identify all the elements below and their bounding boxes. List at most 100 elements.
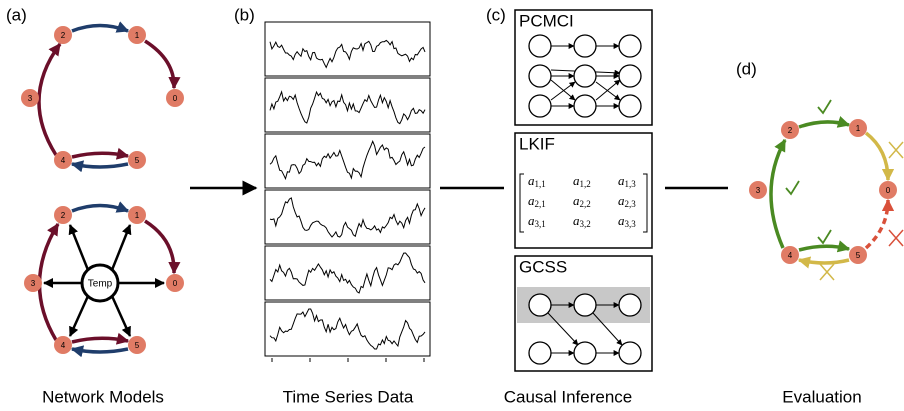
evaluation-network xyxy=(769,99,904,281)
node xyxy=(128,206,146,224)
matrix-symbol: a xyxy=(573,193,580,208)
matrix-entry: a3,3 xyxy=(618,213,636,229)
network-bottom: Temp xyxy=(37,201,181,358)
node xyxy=(128,336,146,354)
matrix-entry: a2,3 xyxy=(618,193,636,209)
node-label: 5 xyxy=(856,251,861,260)
caption: Time Series Data xyxy=(283,387,414,406)
caption: Evaluation xyxy=(782,387,861,406)
node-label: 4 xyxy=(61,156,66,165)
lkif-matrix: a1,1 a1,2 a1,3a2,1 a2,2 a2,3a3,1 a3,2 a3,3 xyxy=(528,173,636,229)
node-label: 3 xyxy=(31,279,36,288)
matrix-subscript: 2,3 xyxy=(625,199,637,209)
node xyxy=(849,246,867,264)
graph-node xyxy=(528,94,552,118)
method-name: PCMCI xyxy=(519,11,574,30)
matrix-symbol: a xyxy=(528,173,535,188)
series-line xyxy=(269,197,426,238)
nodes: 0 1 2 3 4 5 0 1 2 3 4 5 0 1 2 3 4 5 xyxy=(21,26,897,354)
series-box xyxy=(264,21,431,77)
node xyxy=(54,151,72,169)
series-line xyxy=(269,252,426,294)
method-name: LKIF xyxy=(519,134,555,153)
graph-node xyxy=(618,64,642,88)
node xyxy=(54,26,72,44)
node xyxy=(849,119,867,137)
method-lkif: LKIF xyxy=(514,132,653,249)
series-line xyxy=(269,308,426,350)
graph-edge xyxy=(595,79,621,101)
caption: Network Models xyxy=(42,387,164,406)
time-series xyxy=(264,21,431,362)
series-line xyxy=(269,90,426,125)
graph-node xyxy=(528,34,552,58)
graph-node xyxy=(618,34,642,58)
node-label: 2 xyxy=(61,31,66,40)
node-label: 5 xyxy=(135,156,140,165)
matrix-subscript: 1,2 xyxy=(580,179,591,189)
graph-edge xyxy=(550,79,576,101)
graph-node xyxy=(573,94,597,118)
panel-label: (b) xyxy=(234,5,255,24)
node-label: 0 xyxy=(173,279,178,288)
node-label: 2 xyxy=(788,126,793,135)
matrix-subscript: 2,1 xyxy=(535,199,546,209)
graph-edge xyxy=(592,312,623,346)
series-line xyxy=(269,39,426,69)
matrix-symbol: a xyxy=(618,173,625,188)
matrix-subscript: 2,2 xyxy=(580,199,591,209)
method-name: GCSS xyxy=(519,257,567,276)
graph-edge xyxy=(547,312,579,346)
node-label: 1 xyxy=(135,31,140,40)
node-label: 3 xyxy=(28,94,33,103)
node xyxy=(54,206,72,224)
node-label: 4 xyxy=(788,251,793,260)
graph-node xyxy=(528,64,552,88)
graph-edge xyxy=(550,81,576,101)
node xyxy=(54,336,72,354)
graph-node xyxy=(573,64,597,88)
series-box xyxy=(264,133,431,189)
graph-node xyxy=(573,341,597,365)
panel-label: (d) xyxy=(736,59,757,78)
graph-node xyxy=(573,34,597,58)
node xyxy=(128,26,146,44)
node xyxy=(781,246,799,264)
node-label: 0 xyxy=(173,94,178,103)
graph-node xyxy=(618,341,642,365)
series-box xyxy=(264,245,431,301)
matrix-subscript: 1,1 xyxy=(535,179,546,189)
matrix-symbol: a xyxy=(573,173,580,188)
node xyxy=(166,274,184,292)
node-label: 3 xyxy=(756,186,761,195)
matrix-subscript: 3,2 xyxy=(580,219,591,229)
matrix-symbol: a xyxy=(618,213,625,228)
matrix-entry: a1,3 xyxy=(618,173,636,189)
graph-node xyxy=(618,293,642,317)
matrix-entry: a3,1 xyxy=(528,213,546,229)
panel-label: (c) xyxy=(486,5,506,24)
node-label: 1 xyxy=(856,124,861,133)
causal-graphs xyxy=(528,34,642,365)
matrix-entry: a2,1 xyxy=(528,193,546,209)
matrix-subscript: 1,3 xyxy=(625,179,637,189)
node xyxy=(781,121,799,139)
matrix-entry: a2,2 xyxy=(573,193,591,209)
graph-node xyxy=(528,341,552,365)
graph-node xyxy=(573,293,597,317)
graph-node xyxy=(528,293,552,317)
matrix-subscript: 3,3 xyxy=(625,219,637,229)
matrix-entry: a3,2 xyxy=(573,213,591,229)
node-label: 4 xyxy=(61,341,66,350)
series-box xyxy=(264,189,431,245)
caption: Causal Inference xyxy=(504,387,633,406)
node xyxy=(24,274,42,292)
network-top xyxy=(37,21,181,173)
node-label: 0 xyxy=(886,186,891,195)
matrix-symbol: a xyxy=(528,193,535,208)
node xyxy=(21,89,39,107)
matrix-subscript: 3,1 xyxy=(535,219,546,229)
matrix-symbol: a xyxy=(573,213,580,228)
node xyxy=(128,151,146,169)
node xyxy=(749,181,767,199)
